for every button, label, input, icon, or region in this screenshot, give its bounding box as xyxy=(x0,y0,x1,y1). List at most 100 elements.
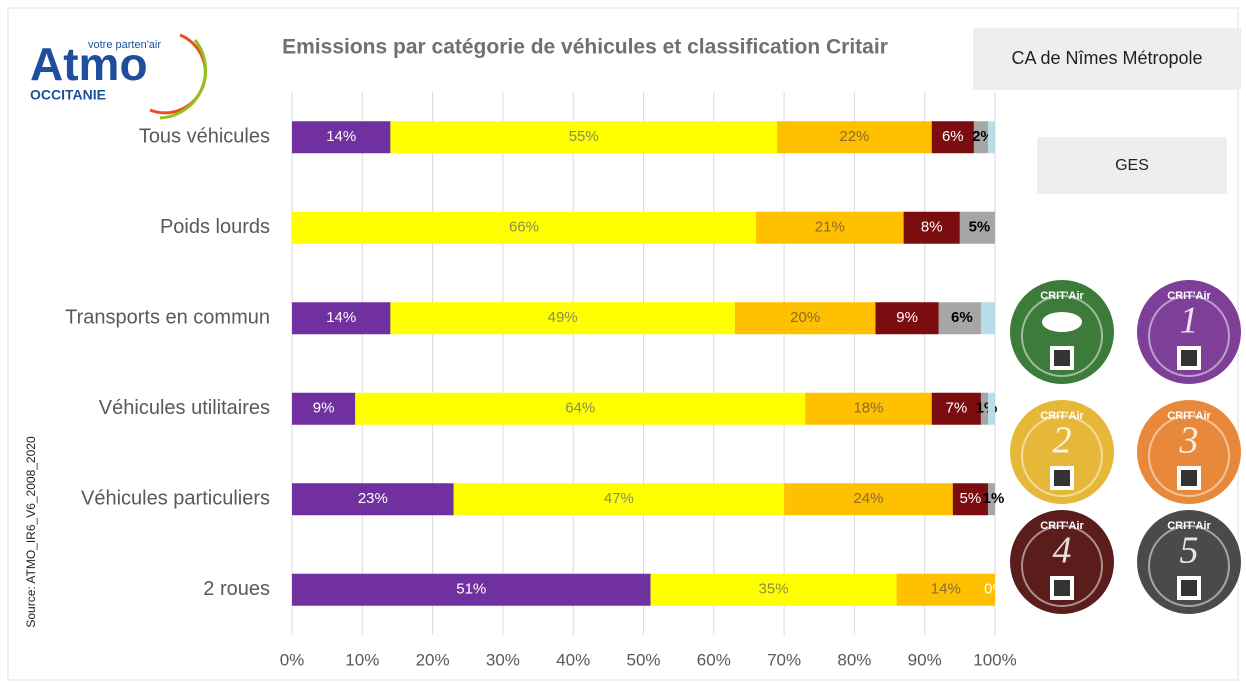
bar-segment xyxy=(952,483,988,516)
data-label: 7% xyxy=(945,400,967,417)
bar-segment xyxy=(355,392,806,425)
x-tick-label: 90% xyxy=(908,650,942,669)
bar-segment xyxy=(453,483,785,516)
sticker-qr-core xyxy=(1181,580,1197,596)
data-label: 20% xyxy=(790,309,820,326)
y-tick-label: Poids lourds xyxy=(160,216,270,238)
sticker-qr-core xyxy=(1181,350,1197,366)
data-label: 6% xyxy=(951,309,973,326)
bar-segment xyxy=(987,483,995,516)
y-tick-label: Véhicules utilitaires xyxy=(99,397,270,419)
bar-segment xyxy=(755,211,904,244)
bar-segment xyxy=(896,573,995,606)
bar-segment xyxy=(805,392,932,425)
sticker-qr-core xyxy=(1054,470,1070,486)
y-tick-label: Tous véhicules xyxy=(139,126,270,148)
data-label: 22% xyxy=(839,128,869,145)
sticker-qr-core xyxy=(1054,350,1070,366)
data-label: 14% xyxy=(931,581,961,598)
y-tick-label: Véhicules particuliers xyxy=(81,488,270,510)
sticker-inner xyxy=(1021,415,1103,497)
bar-segment xyxy=(980,392,988,425)
sticker-inner xyxy=(1148,525,1230,607)
data-label: 5% xyxy=(969,219,991,236)
sticker-inner xyxy=(1148,295,1230,377)
sticker-number: 1 xyxy=(1180,300,1199,342)
bar-segment xyxy=(973,121,988,154)
chart-title: Emissions par catégorie de véhicules et … xyxy=(282,36,888,59)
y-tick-label: 2 roues xyxy=(203,578,270,600)
logo-tagline: votre parten'air xyxy=(88,39,161,51)
bar-segment xyxy=(987,392,995,425)
bar-segment xyxy=(980,302,995,335)
sticker-inner xyxy=(1021,295,1103,377)
source: Source: ATMO_IR6_V6_2008_2020 xyxy=(24,436,38,628)
data-label: 23% xyxy=(358,490,388,507)
data-label: 14% xyxy=(326,309,356,326)
box-text: CA de Nîmes Métropole xyxy=(1011,48,1202,68)
bar-segment xyxy=(938,302,981,335)
x-tick-label: 20% xyxy=(416,650,450,669)
sticker-number: 2 xyxy=(1053,420,1072,462)
bar-segment xyxy=(292,483,454,516)
x-tick-label: 0% xyxy=(280,650,305,669)
sticker-label: CRIT'Air xyxy=(1167,410,1211,422)
data-label: 9% xyxy=(896,309,918,326)
bar-segment xyxy=(292,211,756,244)
data-label: 14% xyxy=(326,128,356,145)
sticker-label: CRIT'Air xyxy=(1167,290,1211,302)
bar-segment xyxy=(959,211,995,244)
bar-segment xyxy=(292,392,356,425)
data-label: 8% xyxy=(921,219,943,236)
data-label: 24% xyxy=(853,490,883,507)
data-label: 21% xyxy=(815,219,845,236)
x-tick-label: 70% xyxy=(767,650,801,669)
sticker-label: CRIT'Air xyxy=(1040,290,1084,302)
bar-segment xyxy=(734,302,876,335)
data-label: 18% xyxy=(853,400,883,417)
data-label: 49% xyxy=(548,309,578,326)
bar-segment xyxy=(292,121,391,154)
data-label: 55% xyxy=(569,128,599,145)
data-label: 35% xyxy=(759,581,789,598)
sticker-qr-core xyxy=(1054,580,1070,596)
bar-segment xyxy=(903,211,960,244)
sticker-label: CRIT'Air xyxy=(1167,520,1211,532)
x-tick-label: 40% xyxy=(556,650,590,669)
sticker-qr-core xyxy=(1181,470,1197,486)
bar-segment xyxy=(875,302,939,335)
data-label: 0% xyxy=(984,581,1006,598)
sticker-label: CRIT'Air xyxy=(1040,410,1084,422)
bar-segment xyxy=(390,302,735,335)
x-tick-label: 100% xyxy=(973,650,1016,669)
x-tick-label: 60% xyxy=(697,650,731,669)
sticker-number: 3 xyxy=(1179,420,1199,462)
bar-segment xyxy=(292,302,391,335)
sticker-number: 5 xyxy=(1180,530,1199,572)
data-label: 5% xyxy=(960,490,982,507)
bar-segment xyxy=(987,121,995,154)
data-label: 64% xyxy=(565,400,595,417)
logo-region: OCCITANIE xyxy=(30,87,106,103)
data-label: 47% xyxy=(604,490,634,507)
x-tick-label: 80% xyxy=(837,650,871,669)
bar-segment xyxy=(931,392,981,425)
bar-segment xyxy=(784,483,953,516)
sticker-number: 4 xyxy=(1053,530,1072,572)
box xyxy=(973,28,1241,90)
bar-segment xyxy=(777,121,932,154)
data-label: 6% xyxy=(942,128,964,145)
box-text: GES xyxy=(1115,157,1149,174)
data-label: 1% xyxy=(983,490,1005,507)
logo-name: Atmo xyxy=(30,38,148,90)
bar-segment xyxy=(292,573,651,606)
sticker-inner xyxy=(1021,525,1103,607)
logo-arc xyxy=(159,39,208,120)
data-label: 9% xyxy=(313,400,335,417)
sticker-inner xyxy=(1148,415,1230,497)
y-tick-label: Transports en commun xyxy=(65,307,270,329)
sticker-car xyxy=(1042,312,1082,332)
x-tick-label: 30% xyxy=(486,650,520,669)
x-tick-label: 50% xyxy=(626,650,660,669)
